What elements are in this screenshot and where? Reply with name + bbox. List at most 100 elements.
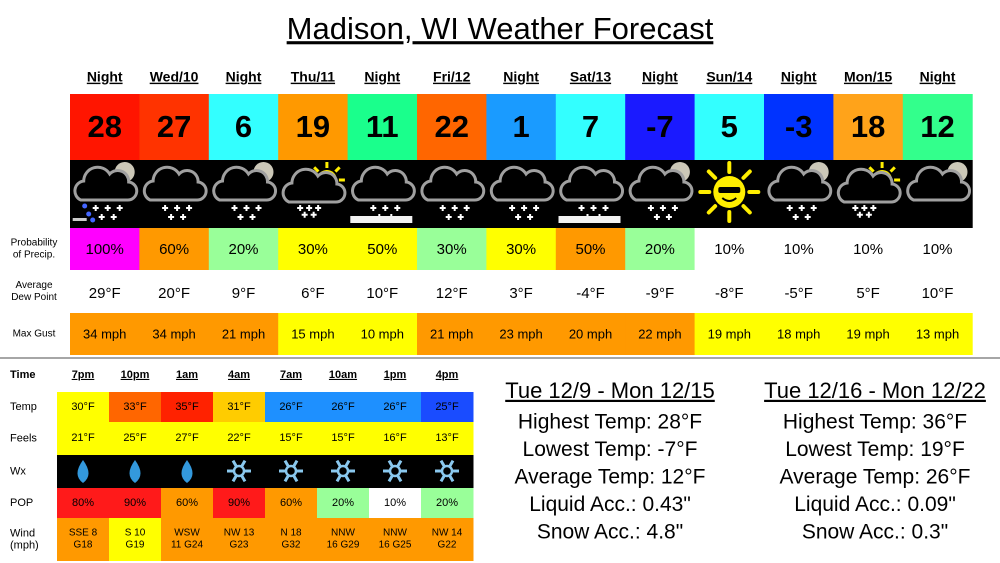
- sun-ray: [313, 166, 320, 173]
- pop-cell: [139, 228, 210, 270]
- feels-cell: [317, 422, 370, 455]
- period-header: Sun/14: [706, 69, 752, 85]
- raindrop: [82, 203, 88, 209]
- wind-cell: [265, 518, 318, 561]
- pop-value: 60%: [176, 497, 198, 509]
- period-header: Thu/11: [291, 69, 336, 85]
- weather-icon: [558, 165, 624, 223]
- snowflake: [445, 214, 452, 220]
- temp-value: 33°F: [123, 401, 147, 413]
- feels-cell: [161, 422, 214, 455]
- pop-cell: [369, 488, 422, 518]
- wind-cell: [109, 518, 162, 561]
- pop-value: 90%: [228, 497, 250, 509]
- temp-value: 5: [721, 109, 738, 144]
- temp-cell: [833, 94, 904, 160]
- pop-value: 60%: [280, 497, 302, 509]
- pop-cell: [833, 228, 904, 270]
- time-header: 7pm: [72, 369, 95, 381]
- raindrop: [86, 211, 92, 217]
- gust-cell: [70, 313, 140, 355]
- pop-cell: [555, 228, 626, 270]
- pop-cell: [213, 488, 266, 518]
- wind-value: SSE 8: [69, 528, 98, 539]
- feels-value: 25°F: [123, 432, 147, 444]
- feels-value: 15°F: [279, 432, 303, 444]
- wind-value: G19: [126, 540, 145, 551]
- pop-value: 100%: [86, 241, 124, 258]
- summary-line: Lowest Temp: -7°F: [523, 438, 698, 461]
- snowflake: [180, 214, 187, 220]
- temp-cell: [317, 392, 370, 422]
- summary-line: Liquid Acc.: 0.43": [529, 493, 691, 516]
- snowflake: [798, 205, 805, 211]
- pop-value: 20%: [645, 241, 675, 258]
- feels-value: 16°F: [383, 432, 407, 444]
- temp-value: -3: [785, 109, 813, 144]
- dew-value: -8°F: [715, 285, 744, 302]
- pop-cell: [317, 488, 370, 518]
- wind-value: G22: [438, 540, 457, 551]
- weather-icon: [698, 161, 761, 223]
- flake-core: [232, 464, 246, 478]
- temp-value: 18: [851, 109, 885, 144]
- snowflake: [162, 205, 169, 211]
- feels-value: 21°F: [71, 432, 95, 444]
- gust-value: 10 mph: [361, 326, 404, 341]
- period-header: Night: [364, 69, 400, 85]
- snowflake: [804, 214, 811, 220]
- flake-core: [284, 464, 298, 478]
- gust-cell: [555, 313, 626, 355]
- snowflake: [865, 211, 872, 218]
- dew-value: -5°F: [784, 285, 813, 302]
- row-label: Probability: [11, 238, 58, 249]
- pop-value: 30%: [437, 241, 467, 258]
- row-label: Wind: [10, 527, 35, 539]
- weather-icon: [72, 162, 139, 223]
- gust-value: 13 mph: [916, 326, 959, 341]
- feels-cell: [421, 422, 474, 455]
- temp-value: 6: [235, 109, 252, 144]
- dew-value: 20°F: [158, 285, 190, 302]
- wind-value: 16 G25: [379, 540, 412, 551]
- time-header: 1pm: [384, 369, 407, 381]
- flake-core: [388, 464, 402, 478]
- wind-value: NW 13: [224, 528, 255, 539]
- snowflake-icon: [435, 459, 459, 483]
- time-header: 4pm: [436, 369, 459, 381]
- raindrop-icon: [129, 460, 141, 483]
- snowflake: [521, 205, 528, 211]
- pop-cell: [625, 228, 696, 270]
- weather-icon: [420, 165, 486, 220]
- time-header: 10pm: [121, 369, 150, 381]
- snowflake: [533, 205, 540, 211]
- wind-cell: [421, 518, 474, 561]
- period-header: Night: [781, 69, 817, 85]
- gust-value: 19 mph: [846, 326, 889, 341]
- sun-ray: [706, 204, 718, 215]
- feels-cell: [213, 422, 266, 455]
- pop-cell: [764, 228, 834, 270]
- wind-cell: [161, 518, 214, 561]
- snowflake: [665, 214, 672, 220]
- temp-value: 11: [366, 109, 399, 144]
- weather-icon: [767, 162, 833, 220]
- feels-cell: [57, 422, 110, 455]
- snowflake: [861, 205, 868, 211]
- accumulation: [558, 216, 621, 223]
- cloud: [628, 165, 694, 202]
- pop-cell: [694, 228, 765, 270]
- temp-value: 19: [296, 109, 330, 144]
- snowflake: [231, 205, 238, 211]
- temp-value: 26°F: [383, 401, 407, 413]
- dew-value: -4°F: [576, 285, 605, 302]
- sun-ray: [889, 166, 896, 173]
- sun-ray: [741, 169, 752, 180]
- dew-value: 10°F: [922, 285, 954, 302]
- snowflake: [439, 205, 446, 211]
- wind-value: S 10: [125, 528, 146, 539]
- gust-cell: [139, 313, 210, 355]
- hourly-header: Time: [10, 369, 35, 381]
- snowflake: [527, 214, 534, 220]
- row-label: Average: [15, 280, 53, 291]
